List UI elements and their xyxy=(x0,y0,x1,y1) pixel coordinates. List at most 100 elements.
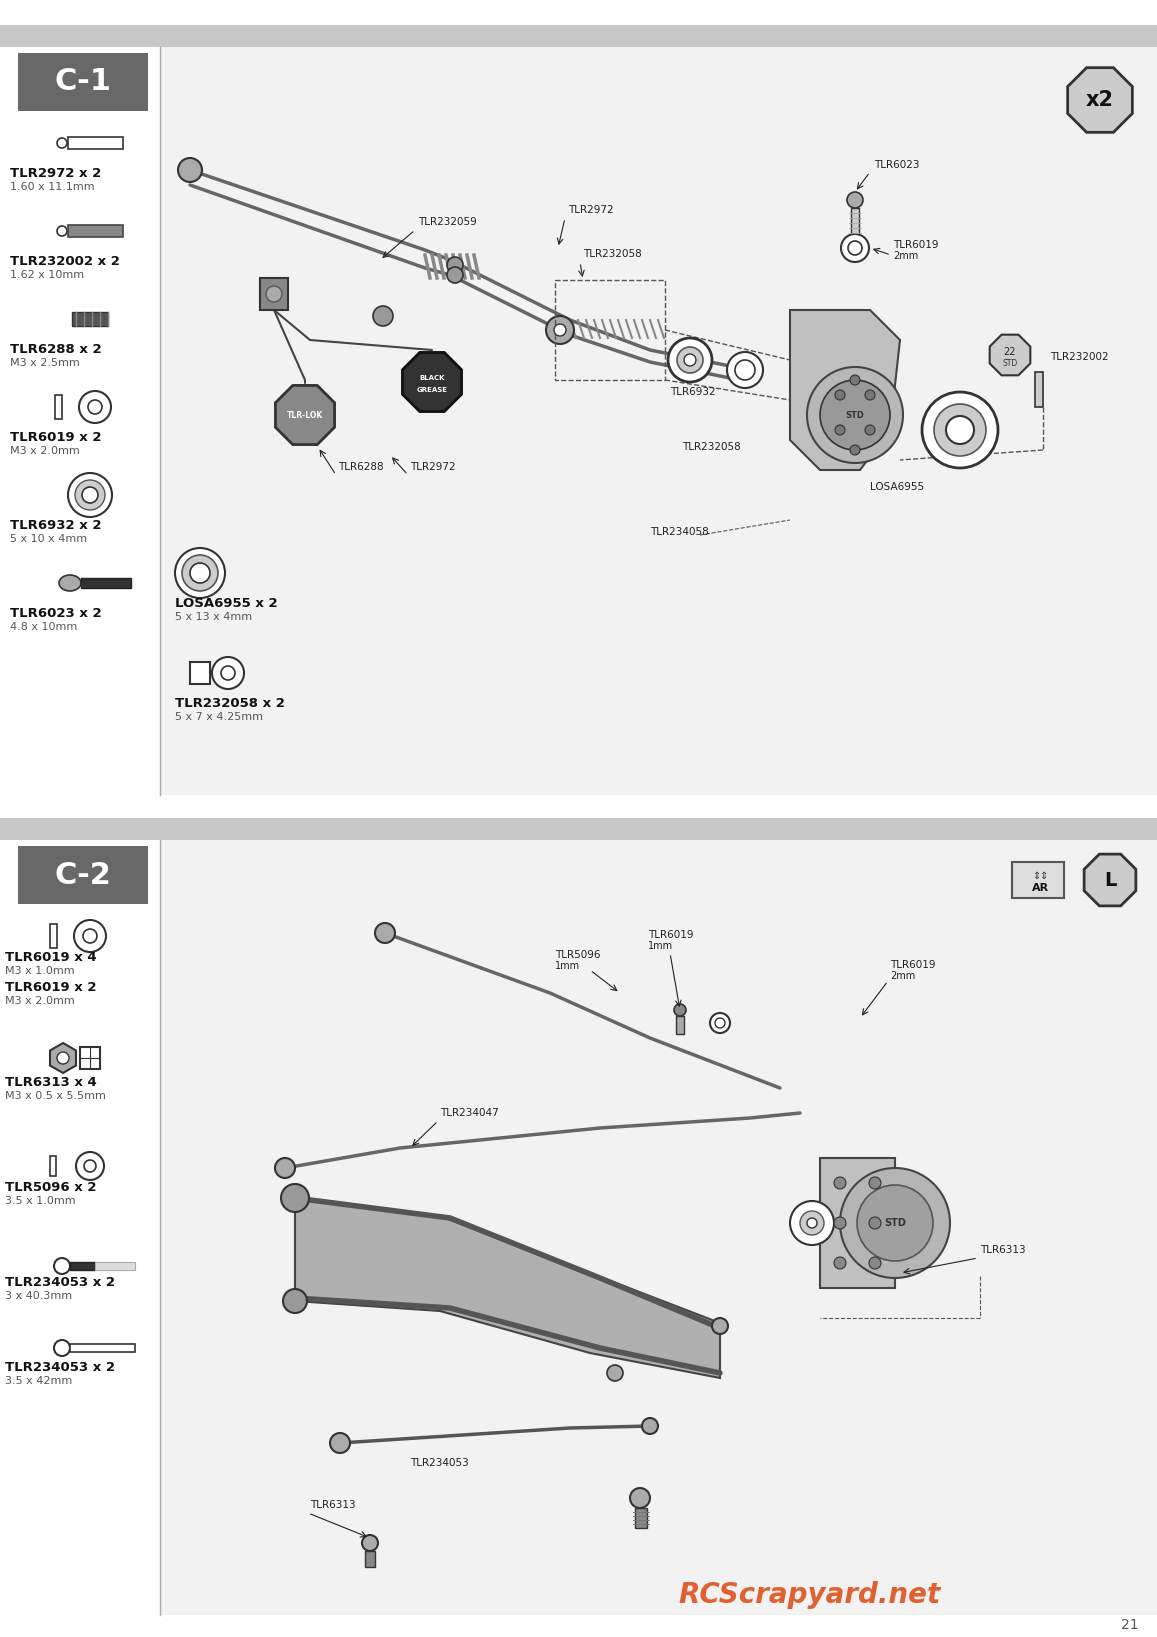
Circle shape xyxy=(275,1157,295,1179)
Text: 21: 21 xyxy=(1121,1617,1138,1632)
Text: 4.8 x 10mm: 4.8 x 10mm xyxy=(10,622,78,632)
Bar xyxy=(635,1508,647,1527)
Circle shape xyxy=(221,666,235,679)
Text: TLR234047: TLR234047 xyxy=(440,1108,499,1118)
Text: x2: x2 xyxy=(1086,90,1114,110)
Circle shape xyxy=(790,1202,834,1246)
Circle shape xyxy=(677,347,703,373)
Circle shape xyxy=(710,1013,730,1033)
Circle shape xyxy=(88,399,102,414)
Text: 3.5 x 1.0mm: 3.5 x 1.0mm xyxy=(5,1197,75,1206)
Polygon shape xyxy=(1084,855,1136,905)
Circle shape xyxy=(869,1257,880,1269)
Bar xyxy=(820,1157,896,1288)
Bar xyxy=(364,1550,375,1567)
Circle shape xyxy=(946,416,974,444)
Bar xyxy=(852,208,858,237)
Bar xyxy=(160,840,1157,1616)
Polygon shape xyxy=(1068,67,1133,133)
Text: TLR6932: TLR6932 xyxy=(670,386,716,398)
Text: ⇕⇕: ⇕⇕ xyxy=(1032,871,1048,881)
Bar xyxy=(1012,863,1064,899)
Text: GREASE: GREASE xyxy=(417,386,448,393)
Circle shape xyxy=(835,426,845,435)
Circle shape xyxy=(841,234,869,262)
Bar xyxy=(160,47,1157,796)
Text: TLR-LOK: TLR-LOK xyxy=(287,411,323,419)
Circle shape xyxy=(554,324,566,336)
Text: TLR234053 x 2: TLR234053 x 2 xyxy=(5,1275,115,1288)
Text: M3 x 2.0mm: M3 x 2.0mm xyxy=(5,995,75,1007)
Text: TLR6023 x 2: TLR6023 x 2 xyxy=(10,607,102,620)
Text: TLR6019 x 4: TLR6019 x 4 xyxy=(5,951,97,964)
Circle shape xyxy=(546,316,574,344)
Circle shape xyxy=(834,1257,846,1269)
Text: TLR232002 x 2: TLR232002 x 2 xyxy=(10,255,120,268)
Bar xyxy=(0,840,160,1616)
Circle shape xyxy=(848,241,862,255)
Text: C-1: C-1 xyxy=(54,67,111,97)
Text: L: L xyxy=(1104,871,1117,889)
Circle shape xyxy=(715,1018,725,1028)
Circle shape xyxy=(375,923,395,943)
Text: TLR5096: TLR5096 xyxy=(555,949,600,959)
Bar xyxy=(95,1262,135,1270)
Bar xyxy=(80,1048,100,1069)
Polygon shape xyxy=(989,334,1031,375)
Circle shape xyxy=(182,555,218,591)
Text: TLR6019: TLR6019 xyxy=(893,241,938,250)
Circle shape xyxy=(631,1488,650,1508)
Polygon shape xyxy=(403,352,462,411)
Circle shape xyxy=(57,226,67,236)
Text: TLR6313 x 4: TLR6313 x 4 xyxy=(5,1076,97,1089)
Text: M3 x 2.5mm: M3 x 2.5mm xyxy=(10,359,80,368)
Text: TLR6932 x 2: TLR6932 x 2 xyxy=(10,519,102,532)
Text: TLR6288: TLR6288 xyxy=(338,462,384,471)
Circle shape xyxy=(281,1184,309,1211)
Ellipse shape xyxy=(59,575,81,591)
Circle shape xyxy=(54,1257,71,1274)
Text: TLR6019 x 2: TLR6019 x 2 xyxy=(10,431,102,444)
Circle shape xyxy=(735,360,756,380)
Bar xyxy=(190,661,211,684)
Circle shape xyxy=(835,390,845,399)
Circle shape xyxy=(834,1216,846,1229)
Circle shape xyxy=(820,380,890,450)
Text: STD: STD xyxy=(1002,359,1018,367)
Circle shape xyxy=(84,1161,96,1172)
Text: AR: AR xyxy=(1031,882,1048,894)
Bar xyxy=(0,47,160,796)
Bar xyxy=(71,1344,135,1352)
Bar xyxy=(56,395,62,419)
Text: LOSA6955 x 2: LOSA6955 x 2 xyxy=(175,598,278,611)
Text: 5 x 10 x 4mm: 5 x 10 x 4mm xyxy=(10,534,87,543)
Circle shape xyxy=(806,1218,817,1228)
Circle shape xyxy=(834,1177,846,1188)
Circle shape xyxy=(447,267,463,283)
Text: TLR232058: TLR232058 xyxy=(681,442,740,452)
Circle shape xyxy=(74,920,106,953)
Circle shape xyxy=(175,548,224,598)
Circle shape xyxy=(727,352,762,388)
Circle shape xyxy=(934,404,986,457)
Circle shape xyxy=(865,426,875,435)
Bar xyxy=(19,52,148,111)
Text: 1.60 x 11.1mm: 1.60 x 11.1mm xyxy=(10,182,95,192)
Text: TLR6019: TLR6019 xyxy=(890,959,936,971)
Circle shape xyxy=(668,337,712,381)
Bar xyxy=(0,818,1157,840)
Circle shape xyxy=(373,306,393,326)
Text: TLR6288 x 2: TLR6288 x 2 xyxy=(10,344,102,355)
Text: TLR2972: TLR2972 xyxy=(568,205,613,214)
Text: 1mm: 1mm xyxy=(555,961,580,971)
Circle shape xyxy=(57,138,67,147)
Circle shape xyxy=(712,1318,728,1334)
Text: TLR6023: TLR6023 xyxy=(874,160,920,170)
Circle shape xyxy=(178,159,202,182)
Bar xyxy=(81,578,131,588)
Circle shape xyxy=(75,480,105,511)
Circle shape xyxy=(840,1169,950,1278)
Text: 5 x 13 x 4mm: 5 x 13 x 4mm xyxy=(175,612,252,622)
Circle shape xyxy=(212,656,244,689)
Circle shape xyxy=(684,354,697,367)
